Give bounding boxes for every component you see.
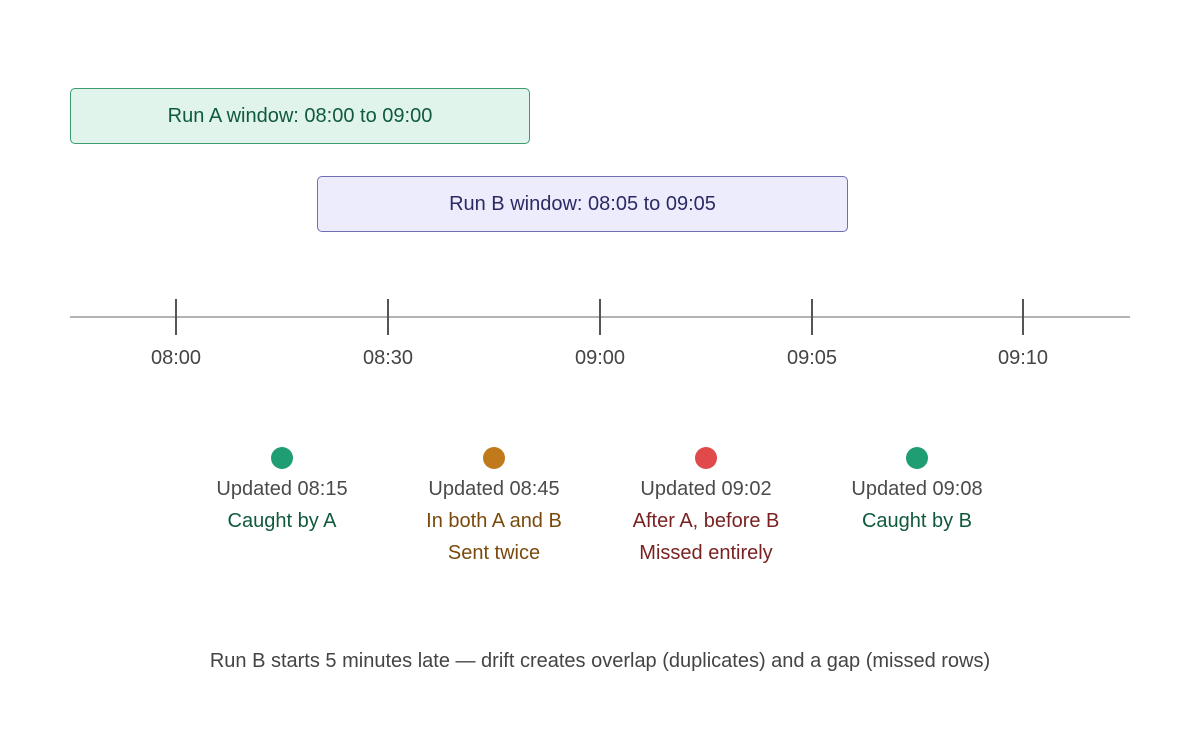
event-marker-dot bbox=[906, 447, 928, 469]
event-marker-dot bbox=[483, 447, 505, 469]
run-a-window-label: Run A window: 08:00 to 09:00 bbox=[167, 104, 433, 127]
event-time-label: Updated 08:15 bbox=[216, 478, 348, 500]
tick-label-0800: 08:00 bbox=[150, 347, 202, 369]
event-updated-0815: Updated 08:15 Caught by A bbox=[182, 446, 382, 537]
event-marker-dot bbox=[695, 447, 717, 469]
event-outcome-label: After A, before B bbox=[632, 510, 780, 532]
tick-label-0900: 09:00 bbox=[574, 347, 626, 369]
event-updated-0845: Updated 08:45 In both A and B Sent twice bbox=[394, 446, 594, 569]
event-outcome-detail: Missed entirely bbox=[639, 542, 773, 564]
run-a-window-bar: Run A window: 08:00 to 09:00 bbox=[70, 88, 530, 144]
event-outcome-label: Caught by A bbox=[227, 510, 337, 532]
tick-mark-0905 bbox=[811, 299, 813, 335]
tick-mark-0830 bbox=[387, 299, 389, 335]
tick-label-0905: 09:05 bbox=[786, 347, 838, 369]
event-outcome-label: In both A and B bbox=[426, 510, 562, 532]
event-time-label: Updated 09:08 bbox=[851, 478, 983, 500]
event-updated-0902: Updated 09:02 After A, before B Missed e… bbox=[606, 446, 806, 569]
event-marker-dot bbox=[271, 447, 293, 469]
run-b-window-label: Run B window: 08:05 to 09:05 bbox=[449, 192, 716, 215]
tick-mark-0910 bbox=[1022, 299, 1024, 335]
event-time-label: Updated 08:45 bbox=[428, 478, 560, 500]
diagram-caption: Run B starts 5 minutes late — drift crea… bbox=[209, 650, 991, 672]
tick-mark-0900 bbox=[599, 299, 601, 335]
event-outcome-detail: Sent twice bbox=[447, 542, 541, 564]
run-b-window-bar: Run B window: 08:05 to 09:05 bbox=[317, 176, 848, 232]
tick-label-0910: 09:10 bbox=[997, 347, 1049, 369]
event-updated-0908: Updated 09:08 Caught by B bbox=[817, 446, 1017, 537]
tick-mark-0800 bbox=[175, 299, 177, 335]
tick-label-0830: 08:30 bbox=[362, 347, 414, 369]
event-time-label: Updated 09:02 bbox=[640, 478, 772, 500]
event-outcome-label: Caught by B bbox=[861, 510, 973, 532]
